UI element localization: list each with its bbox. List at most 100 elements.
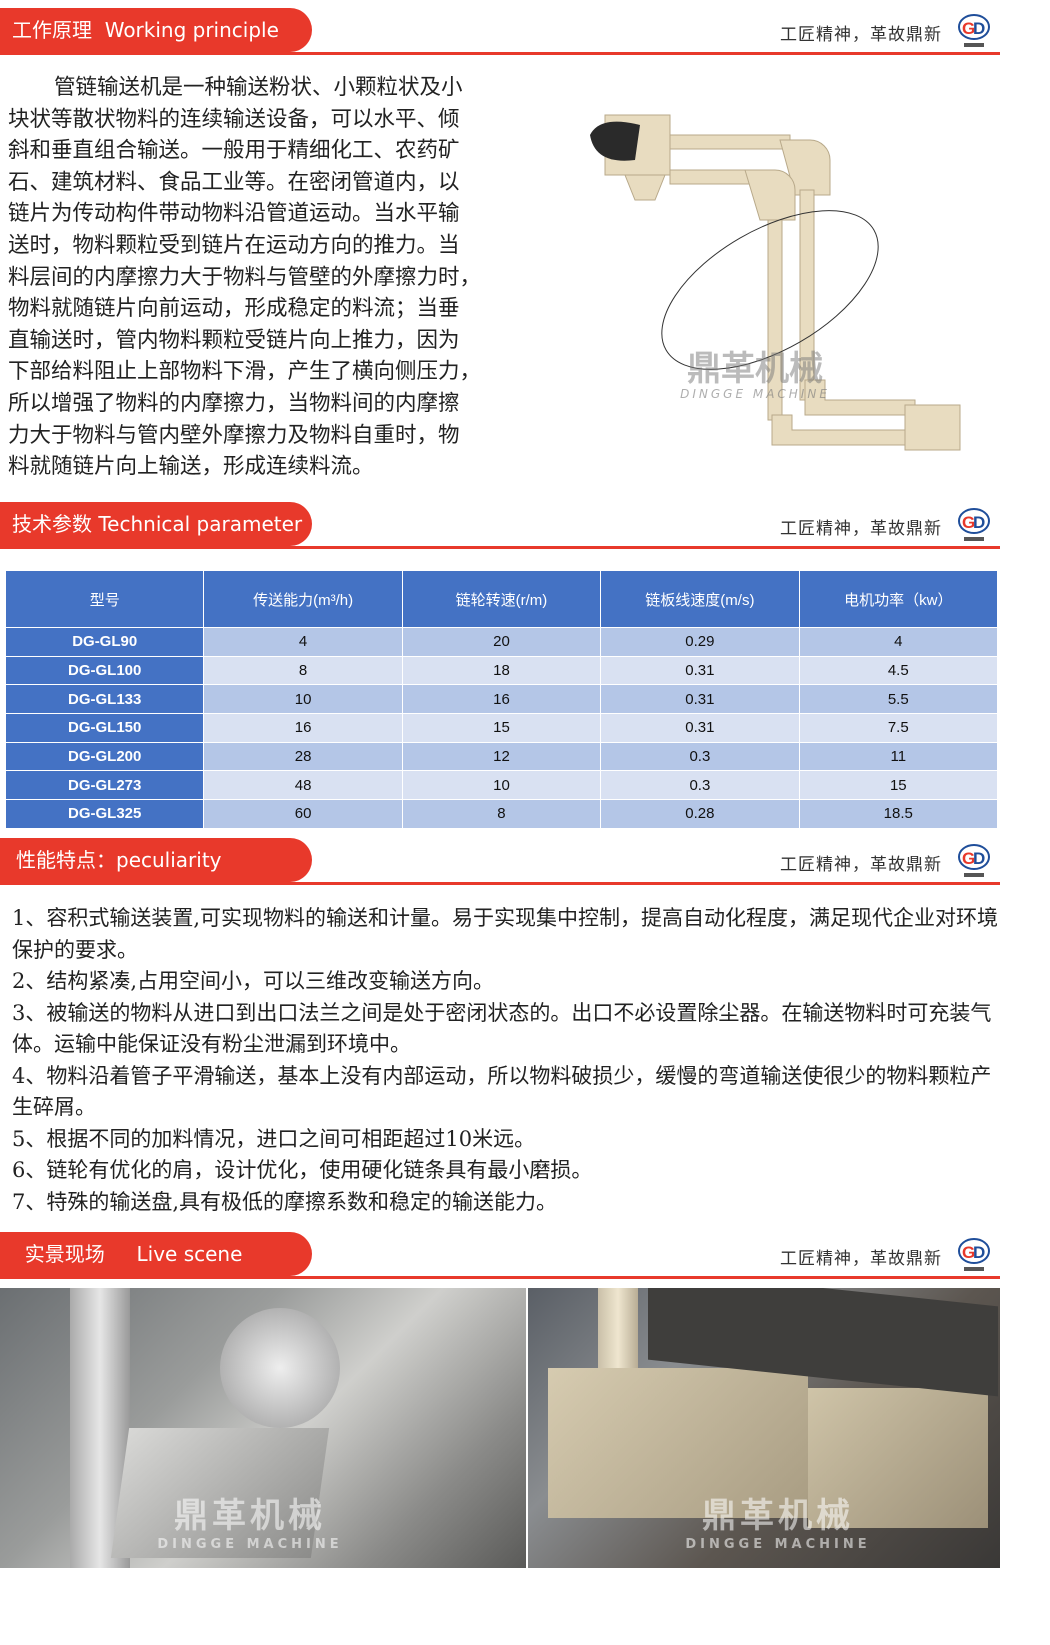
table-cell: 11 [798,741,999,772]
table-cell: 0.3 [600,770,800,801]
table-cell: 4 [798,627,999,657]
text-line: 送时，物料颗粒受到链片在运动方向的推力。当 [8,232,460,258]
table-cell: 0.31 [600,684,800,715]
svg-text:G: G [962,19,975,38]
table-cell: 18.5 [798,799,999,829]
text-line: 链片为传动构件带动物料沿管道运动。当水平输 [8,201,460,227]
section-title: 实景现场 Live scene [0,1232,312,1276]
text-line: 管链输送机是一种输送粉状、小颗粒状及小 [54,75,463,100]
model-cell: DG-GL150 [4,713,205,743]
live-scene-photo-right: 鼎革机械 DINGGE MACHINE [528,1288,1000,1568]
section-title: 性能特点：peculiarity [0,838,312,882]
text-line: 斜和垂直组合输送。一般用于精细化工、农药矿 [8,138,460,164]
table-cell: 12 [401,741,602,772]
pipe-chain-conveyor-image: 鼎革机械 DINGGE MACHINE [590,114,961,451]
model-cell: DG-GL133 [4,684,205,715]
watermark: 鼎革机械 [687,349,823,389]
text-line: 石、建筑材料、食品工业等。在密闭管道内，以 [8,169,460,195]
table-cell: 48 [203,770,403,801]
table-cell: 10 [203,684,403,715]
svg-text:D: D [973,19,985,38]
text-line: 所以增强了物料的内摩擦力，当物料间的内摩擦 [8,390,460,416]
model-cell: DG-GL90 [4,627,205,657]
svg-text:DINGGE MACHINE: DINGGE MACHINE [680,387,830,401]
table-row: DG-GL273 48 10 0.3 15 [4,770,999,801]
divider [0,1276,1000,1279]
table-cell: 16 [203,713,403,743]
text-line: 块状等散状物料的连续输送设备，可以水平、倾 [8,106,460,132]
table-row: DG-GL325 60 8 0.28 18.5 [4,799,999,829]
divider [0,52,1000,55]
slogan: 工匠精神，革故鼎新 [780,1249,942,1269]
table-cell: 4.5 [798,655,999,686]
table-cell: 8 [401,799,602,829]
table-row: DG-GL100 8 18 0.31 4.5 [4,655,999,686]
table-cell: 0.3 [600,741,800,772]
svg-text:G: G [962,513,975,532]
table-row: DG-GL200 28 12 0.3 11 [4,741,999,772]
text-line: 物料就随链片向前运动，形成稳定的料流；当垂 [8,296,460,322]
table-cell: 7.5 [798,713,999,743]
feature-item: 1、容积式输送装置,可实现物料的输送和计量。易于实现集中控制，提高自动化程度，满… [12,906,999,962]
text-line: 料就随链片向上输送，形成连续料流。 [8,454,374,480]
slogan: 工匠精神，革故鼎新 [780,519,942,539]
technical-parameter-table: 型号 传送能力(m³/h) 链轮转速(r/m) 链板线速度(m/s) 电机功率（kw） … [4,570,999,829]
feature-item: 7、特殊的输送盘,具有极低的摩擦系数和稳定的输送能力。 [12,1189,558,1214]
table-cell: 15 [798,770,999,801]
working-principle-text: 管链输送机是一种输送粉状、小颗粒状及小块状等散状物料的连续输送设备，可以水平、倾… [8,72,498,483]
divider [0,882,1000,885]
feature-item: 3、被输送的物料从进口到出口法兰之间是处于密闭状态的。出口不必设置除尘器。在输送… [12,1000,992,1057]
model-cell: DG-GL200 [4,741,205,772]
table-header-row: 型号 传送能力(m³/h) 链轮转速(r/m) 链板线速度(m/s) 电机功率（kw） [4,570,999,628]
svg-text:D: D [973,849,985,868]
feature-item: 5、根据不同的加料情况，进口之间可相距超过10米远。 [12,1126,536,1151]
model-cell: DG-GL325 [4,799,205,829]
table-cell: 20 [401,627,602,657]
section-title: 工作原理 Working principle [0,8,312,52]
column-header: 传送能力(m³/h) [203,570,403,628]
column-header: 电机功率（kw） [798,570,999,628]
table-cell: 8 [203,655,403,686]
column-header: 链轮转速(r/m) [401,570,602,628]
table-cell: 4 [203,627,403,657]
text-line: 下部给料阻止上部物料下滑，产生了横向侧压力， [8,359,482,385]
live-scene-photo-left: 鼎革机械 DINGGE MACHINE [0,1288,526,1568]
model-cell: DG-GL273 [4,770,205,801]
svg-text:D: D [973,513,985,532]
table-cell: 5.5 [798,684,999,715]
table-cell: 0.28 [600,799,800,829]
table-cell: 15 [401,713,602,743]
table-cell: 28 [203,741,403,772]
svg-text:D: D [973,1243,985,1262]
svg-text:G: G [962,849,975,868]
divider [0,546,1000,549]
table-cell: 16 [401,684,602,715]
feature-item: 2、结构紧凑,占用空间小，可以三维改变输送方向。 [12,969,495,993]
table-row: DG-GL150 16 15 0.31 7.5 [4,713,999,743]
model-cell: DG-GL100 [4,655,205,686]
slogan: 工匠精神，革故鼎新 [780,855,942,875]
column-header: 型号 [4,570,205,628]
column-header: 链板线速度(m/s) [600,570,800,628]
table-cell: 0.29 [600,627,800,657]
table-cell: 0.31 [600,655,800,686]
feature-item: 6、链轮有优化的肩，设计优化，使用硬化链条具有最小磨损。 [12,1158,593,1182]
table-cell: 60 [203,799,403,829]
feature-item: 4、物料沿着管子平滑输送，基本上没有内部运动，所以物料破损少，缓慢的弯道输送使很… [12,1063,992,1120]
features-list: 1、容积式输送装置,可实现物料的输送和计量。易于实现集中控制，提高自动化程度，满… [12,903,1002,1218]
table-cell: 0.31 [600,713,800,743]
text-line: 力大于物料与管内壁外摩擦力及物料自重时，物 [8,422,460,448]
svg-text:G: G [962,1243,975,1262]
table-cell: 18 [401,655,602,686]
slogan: 工匠精神，革故鼎新 [780,25,942,45]
text-line: 料层间的内摩擦力大于物料与管壁的外摩擦力时， [8,264,482,290]
text-line: 直输送时，管内物料颗粒受链片向上推力，因为 [8,327,460,353]
